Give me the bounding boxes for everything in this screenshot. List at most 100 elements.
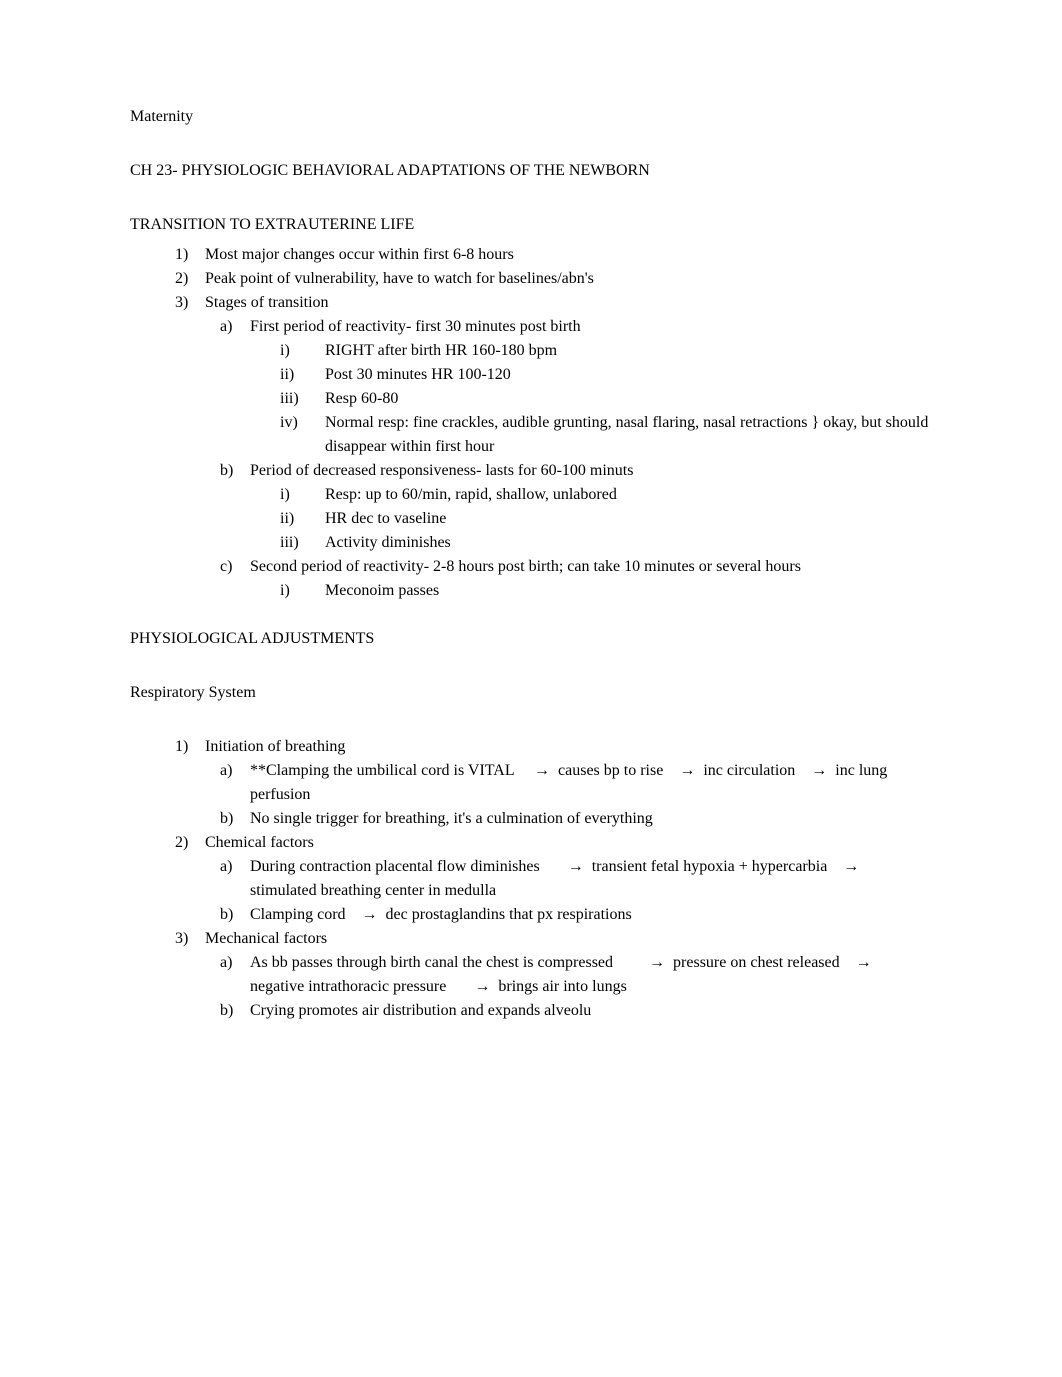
list-item: 1) Initiation of breathing [130, 735, 932, 759]
list-item: c) Second period of reactivity- 2-8 hour… [130, 555, 932, 579]
list-item: b) No single trigger for breathing, it's… [130, 807, 932, 831]
blank [130, 657, 932, 681]
text-part: **Clamping the umbilical cord is VITAL [250, 762, 514, 779]
list-marker: iv) [280, 411, 325, 435]
list-item: a) During contraction placental flow dim… [130, 855, 932, 903]
list-text: Period of decreased responsiveness- last… [250, 459, 932, 483]
section-title: TRANSITION TO EXTRAUTERINE LIFE [130, 213, 932, 237]
list-text: As bb passes through birth canal the che… [250, 951, 932, 999]
list-text: Crying promotes air distribution and exp… [250, 999, 932, 1023]
list-item: ii) HR dec to vaseline [130, 507, 932, 531]
list-item: b) Clamping cord → dec prostaglandins th… [130, 903, 932, 927]
section-subtitle: Respiratory System [130, 681, 932, 705]
list-item: iii) Resp 60-80 [130, 387, 932, 411]
arrow-icon: → [645, 954, 669, 971]
text-part: brings air into lungs [498, 978, 626, 995]
list-item: 1) Most major changes occur within first… [130, 243, 932, 267]
arrow-icon: → [807, 762, 831, 779]
text-part: inc circulation [703, 762, 795, 779]
list-item: 2) Peak point of vulnerability, have to … [130, 267, 932, 291]
list-text: Most major changes occur within first 6-… [205, 243, 932, 267]
list-marker: c) [220, 555, 250, 579]
text-part: causes bp to rise [558, 762, 663, 779]
list-marker: b) [220, 807, 250, 831]
list-marker: a) [220, 951, 250, 975]
list-item: i) Meconoim passes [130, 579, 932, 603]
blank [130, 711, 932, 735]
list-text: During contraction placental flow dimini… [250, 855, 932, 903]
list-marker: 1) [175, 243, 205, 267]
text-part: stimulated breathing center in medulla [250, 882, 496, 899]
list-item: 2) Chemical factors [130, 831, 932, 855]
list-text: Post 30 minutes HR 100-120 [325, 363, 932, 387]
blank [130, 189, 932, 213]
list-item: a) First period of reactivity- first 30 … [130, 315, 932, 339]
list-marker: b) [220, 903, 250, 927]
text-part: pressure on chest released [673, 954, 840, 971]
arrow-icon: → [839, 858, 863, 875]
list-marker: a) [220, 759, 250, 783]
list-text: Stages of transition [205, 291, 932, 315]
list-text: Resp 60-80 [325, 387, 932, 411]
list-marker: b) [220, 459, 250, 483]
list-text: HR dec to vaseline [325, 507, 932, 531]
section-title: PHYSIOLOGICAL ADJUSTMENTS [130, 627, 932, 651]
list-item: ii) Post 30 minutes HR 100-120 [130, 363, 932, 387]
list-marker: a) [220, 315, 250, 339]
arrow-icon: → [675, 762, 699, 779]
list-marker: a) [220, 855, 250, 879]
list-item: b) Period of decreased responsiveness- l… [130, 459, 932, 483]
arrow-icon: → [470, 978, 494, 995]
list-text: Normal resp: fine crackles, audible grun… [325, 411, 932, 459]
list-marker: ii) [280, 507, 325, 531]
list-item: i) Resp: up to 60/min, rapid, shallow, u… [130, 483, 932, 507]
list-marker: ii) [280, 363, 325, 387]
arrow-icon: → [564, 858, 588, 875]
list-marker: i) [280, 339, 325, 363]
list-text: Chemical factors [205, 831, 932, 855]
list-marker: i) [280, 579, 325, 603]
blank [130, 135, 932, 159]
list-text: Meconoim passes [325, 579, 932, 603]
text-part: negative intrathoracic pressure [250, 978, 446, 995]
list-text: Resp: up to 60/min, rapid, shallow, unla… [325, 483, 932, 507]
list-text: No single trigger for breathing, it's a … [250, 807, 932, 831]
text-part: dec prostaglandins that px respirations [386, 906, 632, 923]
chapter-title: CH 23- PHYSIOLOGIC BEHAVIORAL ADAPTATION… [130, 159, 932, 183]
list-marker: 3) [175, 927, 205, 951]
text-part: During contraction placental flow dimini… [250, 858, 540, 875]
list-item: iv) Normal resp: fine crackles, audible … [130, 411, 932, 459]
list-item: a) As bb passes through birth canal the … [130, 951, 932, 999]
list-marker: 1) [175, 735, 205, 759]
list-text: **Clamping the umbilical cord is VITAL →… [250, 759, 932, 807]
list-text: Peak point of vulnerability, have to wat… [205, 267, 932, 291]
list-marker: 2) [175, 831, 205, 855]
list-text: Second period of reactivity- 2-8 hours p… [250, 555, 932, 579]
list-text: Mechanical factors [205, 927, 932, 951]
list-item: 3) Mechanical factors [130, 927, 932, 951]
list-item: a) **Clamping the umbilical cord is VITA… [130, 759, 932, 807]
list-text: First period of reactivity- first 30 min… [250, 315, 932, 339]
list-marker: b) [220, 999, 250, 1023]
list-item: iii) Activity diminishes [130, 531, 932, 555]
list-item: b) Crying promotes air distribution and … [130, 999, 932, 1023]
list-marker: 2) [175, 267, 205, 291]
text-part: transient fetal hypoxia + hypercarbia [592, 858, 828, 875]
blank [130, 603, 932, 627]
course-label: Maternity [130, 105, 932, 129]
list-marker: iii) [280, 387, 325, 411]
text-part: Clamping cord [250, 906, 346, 923]
arrow-icon: → [852, 954, 876, 971]
list-text: Activity diminishes [325, 531, 932, 555]
list-text: Clamping cord → dec prostaglandins that … [250, 903, 932, 927]
list-marker: i) [280, 483, 325, 507]
text-part: As bb passes through birth canal the che… [250, 954, 613, 971]
list-text: Initiation of breathing [205, 735, 932, 759]
list-text: RIGHT after birth HR 160-180 bpm [325, 339, 932, 363]
arrow-icon: → [530, 762, 554, 779]
list-marker: 3) [175, 291, 205, 315]
list-marker: iii) [280, 531, 325, 555]
list-item: 3) Stages of transition [130, 291, 932, 315]
arrow-icon: → [358, 906, 382, 923]
list-item: i) RIGHT after birth HR 160-180 bpm [130, 339, 932, 363]
